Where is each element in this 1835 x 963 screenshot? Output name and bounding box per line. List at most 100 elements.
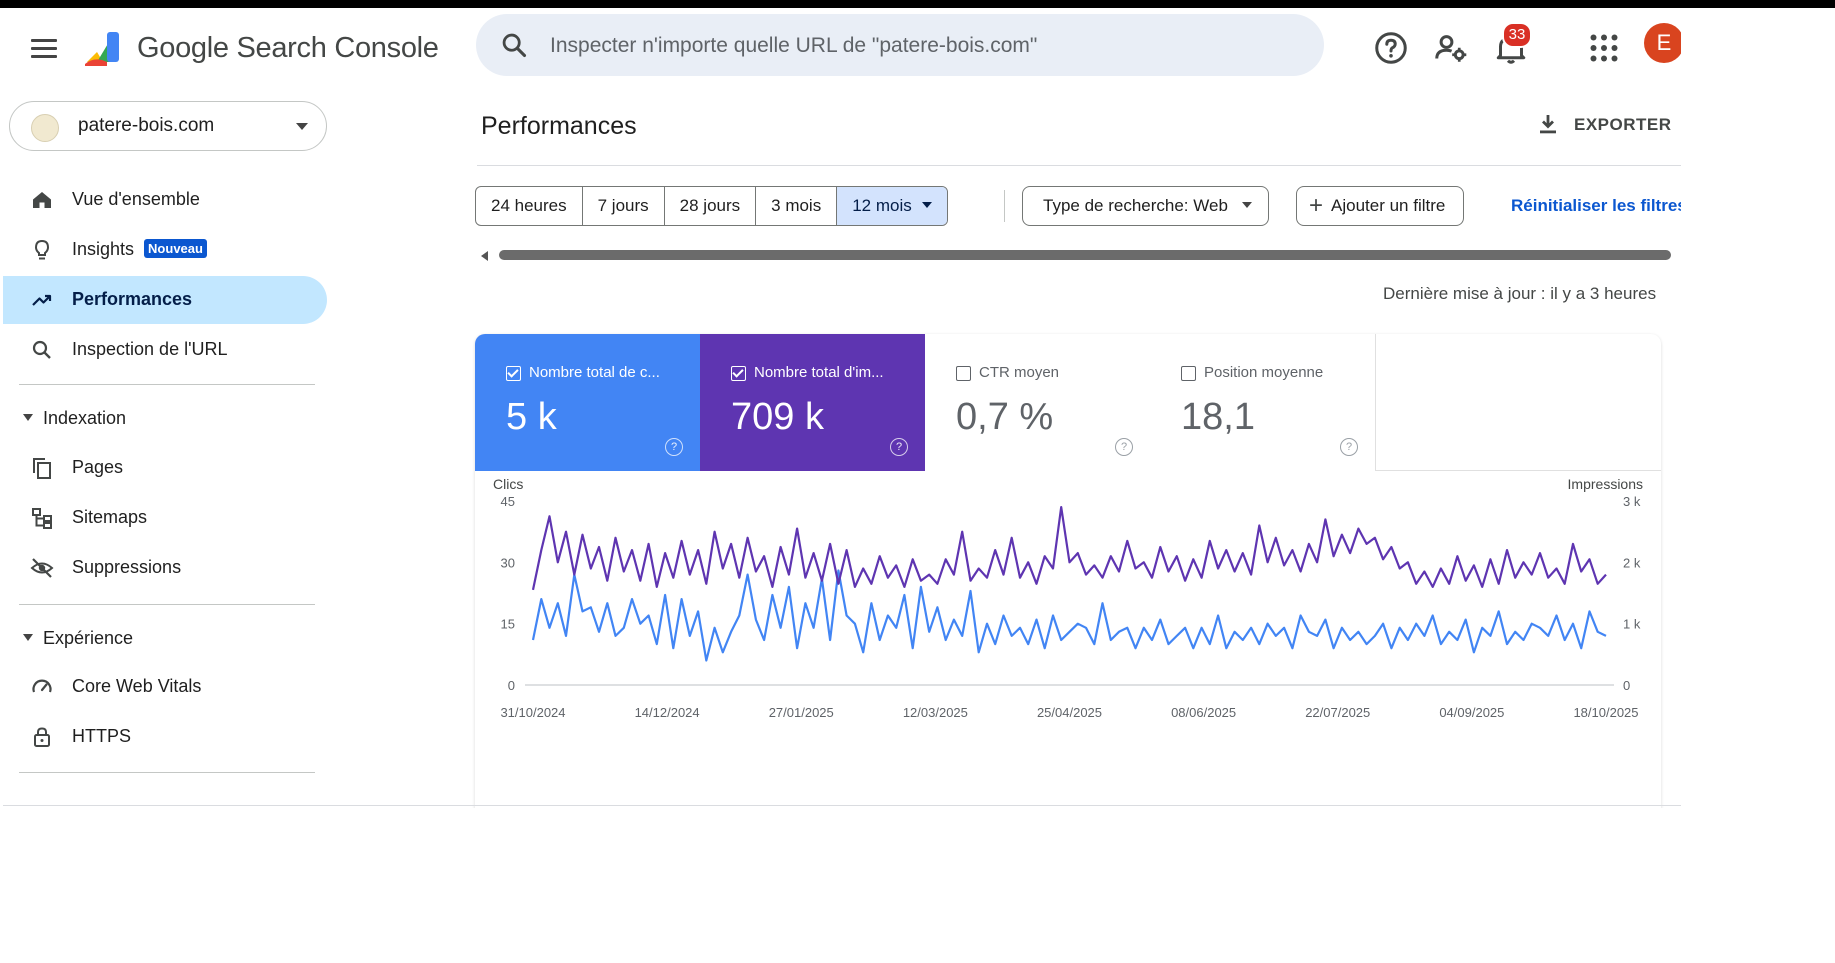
x-tick-label: 08/06/2025 <box>1171 705 1236 720</box>
x-tick-label: 12/03/2025 <box>903 705 968 720</box>
range-3m[interactable]: 3 mois <box>756 187 838 225</box>
plus-icon: + <box>1309 192 1324 219</box>
help-icon[interactable]: ? <box>665 438 683 456</box>
add-filter-button[interactable]: + Ajouter un filtre <box>1296 186 1465 226</box>
nav-item-label: HTTPS <box>72 726 132 746</box>
caret-down-icon <box>1241 202 1252 208</box>
y-right-tick-label: 1 k <box>1623 617 1641 632</box>
metric-value: 18,1 <box>1181 396 1255 438</box>
search-type-label: Type de recherche: Web <box>1043 196 1228 215</box>
metric-value: 709 k <box>731 396 824 438</box>
nav-item-sitemaps[interactable]: Sitemaps <box>3 494 327 542</box>
performance-chart: Clics Impressions 45 30 15 0 3 k 2 k 1 k 0 31/10/2… <box>493 476 1643 720</box>
header-divider <box>477 165 1681 166</box>
home-icon <box>33 192 51 208</box>
gauge-icon <box>32 679 52 693</box>
export-label: EXPORTER <box>1574 115 1672 134</box>
y-right-tick-label: 2 k <box>1623 555 1641 570</box>
search-icon[interactable] <box>500 31 528 59</box>
y-left-tick-label: 0 <box>508 678 515 693</box>
property-selector[interactable]: patere-bois.com <box>9 101 327 151</box>
help-icon[interactable] <box>1373 30 1409 66</box>
nav-item-removals[interactable]: Suppressions <box>3 544 327 592</box>
metric-value: 0,7 % <box>956 396 1054 438</box>
window-top-edge <box>0 0 1835 8</box>
y-left-tick-label: 15 <box>501 617 515 632</box>
main-menu-icon[interactable] <box>29 34 59 64</box>
checkbox-unchecked-icon[interactable] <box>1181 366 1196 381</box>
metric-tile-ctr[interactable]: CTR moyen 0,7 % ? <box>925 334 1151 471</box>
y-right-axis-label: Impressions <box>1568 476 1643 492</box>
section-indexation-toggle[interactable]: Indexation <box>23 408 126 429</box>
metric-tile-clicks[interactable]: Nombre total de c... 5 k ? <box>475 334 700 471</box>
nav-item-performances[interactable]: Performances <box>3 276 327 324</box>
scroll-left-icon[interactable] <box>481 251 488 261</box>
property-name: patere-bois.com <box>78 115 215 136</box>
nav-item-label: Performances <box>72 289 193 309</box>
metric-tile-impressions[interactable]: Nombre total d'im... 709 k ? <box>700 334 925 471</box>
help-icon[interactable]: ? <box>1115 438 1133 456</box>
section-title: Expérience <box>43 628 134 648</box>
y-right-tick-label: 0 <box>1623 678 1630 693</box>
nav-item-label: Core Web Vitals <box>72 676 202 696</box>
search-console-app: Google Search Console 33 <box>3 8 1681 808</box>
performance-card: Nombre total de c... 5 k ? Nombre total … <box>475 334 1661 808</box>
help-icon[interactable]: ? <box>890 438 908 456</box>
x-tick-label: 18/10/2025 <box>1573 705 1638 720</box>
y-left-tick-label: 45 <box>501 494 515 509</box>
search-console-logo <box>85 32 119 66</box>
nav-item-label: Suppressions <box>72 557 182 577</box>
series-line <box>531 569 1607 662</box>
checkbox-checked-icon[interactable] <box>731 366 746 381</box>
add-filter-label: Ajouter un filtre <box>1331 196 1446 215</box>
checkbox-unchecked-icon[interactable] <box>956 366 971 381</box>
date-range-selector: 24 heures 7 jours 28 jours 3 mois 12 moi… <box>475 186 948 226</box>
nav-item-url-inspection[interactable]: Inspection de l'URL <box>3 326 327 374</box>
x-tick-label: 04/09/2025 <box>1439 705 1504 720</box>
nav-item-pages[interactable]: Pages <box>3 444 327 492</box>
manage-users-icon[interactable] <box>1433 30 1469 66</box>
horizontal-scrollbar[interactable] <box>499 250 1671 260</box>
nav-item-label: Insights <box>72 239 135 259</box>
x-tick-label: 27/01/2025 <box>769 705 834 720</box>
brand-title: Google Search Console <box>137 32 439 64</box>
help-icon[interactable]: ? <box>1340 438 1358 456</box>
account-avatar[interactable]: E <box>1644 23 1681 63</box>
range-28d[interactable]: 28 jours <box>665 187 757 225</box>
eye-off-icon <box>30 558 54 578</box>
pages-icon <box>33 458 51 479</box>
nav-item-insights[interactable]: Insights Nouveau <box>3 226 327 274</box>
metric-label: CTR moyen <box>979 364 1060 381</box>
metric-tile-position[interactable]: Position moyenne 18,1 ? <box>1150 334 1376 471</box>
nav-item-label: Sitemaps <box>72 507 148 527</box>
download-icon <box>1540 115 1556 134</box>
app-header: Google Search Console 33 <box>3 8 1681 90</box>
caret-down-icon <box>23 634 33 641</box>
reset-filters-link[interactable]: Réinitialiser les filtres <box>1511 196 1681 215</box>
url-inspection-search <box>476 14 1324 76</box>
last-update-text: Dernière mise à jour : il y a 3 heures <box>1383 284 1657 303</box>
lightbulb-icon <box>34 239 50 260</box>
page-fold-divider <box>3 805 1681 806</box>
nav-item-label: Vue d'ensemble <box>72 189 200 209</box>
chevron-down-icon <box>296 123 308 130</box>
property-favicon-icon <box>31 114 59 142</box>
y-left-tick-label: 30 <box>501 555 515 570</box>
apps-grid-icon[interactable] <box>1586 30 1622 66</box>
section-title: Indexation <box>43 408 127 428</box>
section-experience-toggle[interactable]: Expérience <box>23 628 133 649</box>
range-7d[interactable]: 7 jours <box>583 187 665 225</box>
metric-value: 5 k <box>506 396 557 438</box>
caret-down-icon <box>921 202 932 208</box>
metric-label: Position moyenne <box>1204 364 1324 381</box>
url-inspection-input[interactable] <box>548 28 1292 64</box>
new-badge: Nouveau <box>144 239 207 258</box>
nav-item-https[interactable]: HTTPS <box>3 713 327 761</box>
range-12m[interactable]: 12 mois <box>837 187 947 225</box>
checkbox-checked-icon[interactable] <box>506 366 521 381</box>
nav-item-core-web-vitals[interactable]: Core Web Vitals <box>3 663 327 711</box>
nav-item-overview[interactable]: Vue d'ensemble <box>3 176 327 224</box>
search-type-filter[interactable]: Type de recherche: Web <box>1022 186 1269 226</box>
range-24h[interactable]: 24 heures <box>476 187 583 225</box>
metric-label: Nombre total d'im... <box>754 364 884 381</box>
